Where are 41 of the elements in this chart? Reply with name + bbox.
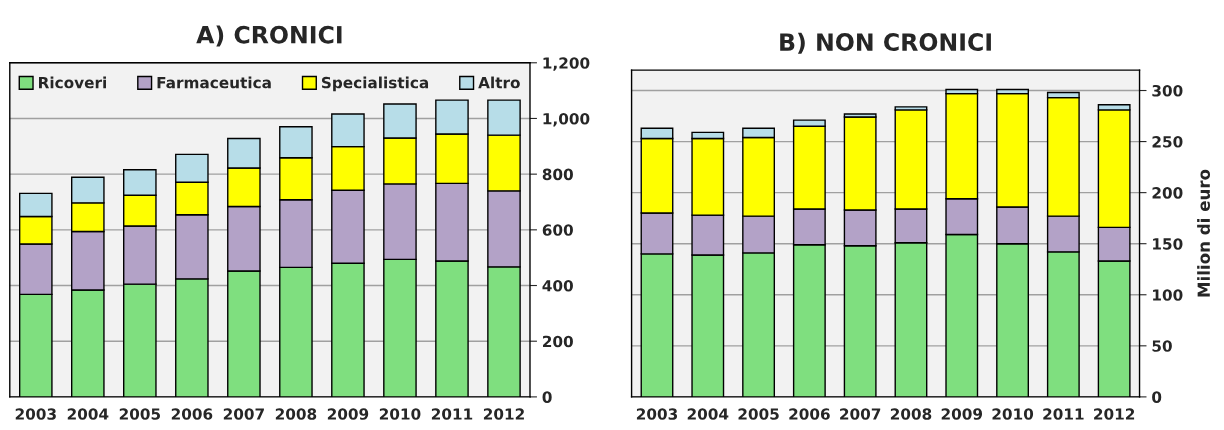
x-tick-label: 2004 (67, 408, 109, 420)
x-tick-label: 2003 (636, 408, 678, 420)
y-tick-label: 400 (542, 279, 573, 292)
y-tick-label: 1,200 (543, 57, 590, 71)
y-tick-label: 1,000 (543, 112, 590, 127)
y-tick-label: 0 (1152, 391, 1162, 403)
y-axis-title: Milion di euro (1197, 169, 1211, 297)
y-tick-label: 150 (1153, 238, 1183, 250)
x-tick-label: 2008 (275, 408, 317, 420)
x-tick-label: 2005 (119, 408, 161, 420)
x-tick-label: 2010 (992, 408, 1034, 420)
x-tick-label: 2012 (1094, 408, 1135, 420)
x-tick-label: 2009 (327, 408, 369, 420)
legend-label: Ricoveri (39, 76, 106, 89)
y-tick-label: 250 (1152, 136, 1183, 148)
y-tick-label: 50 (1152, 340, 1172, 352)
x-tick-label: 2011 (431, 408, 473, 420)
y-tick-label: 300 (1152, 84, 1183, 97)
chart-title: A) CRONICI (196, 25, 342, 47)
x-tick-label: 2007 (840, 408, 881, 420)
y-tick-label: 600 (542, 224, 573, 236)
legend-label: Specialistica (321, 76, 429, 92)
x-tick-label: 2003 (15, 408, 56, 420)
x-tick-label: 2004 (687, 408, 729, 420)
y-tick-label: 0 (542, 391, 552, 403)
x-tick-label: 2012 (483, 408, 524, 420)
x-tick-label: 2005 (738, 408, 779, 420)
x-tick-label: 2007 (223, 408, 264, 420)
chart-title: B) NON CRONICI (780, 32, 991, 54)
x-tick-label: 2006 (789, 408, 830, 420)
y-tick-label: 200 (1152, 187, 1183, 199)
x-tick-label: 2006 (171, 408, 213, 420)
legend-label: Altro (478, 76, 520, 89)
x-tick-label: 2011 (1043, 408, 1084, 420)
x-tick-label: 2008 (890, 408, 932, 420)
x-tick-label: 2009 (941, 408, 983, 420)
y-tick-label: 200 (543, 335, 573, 348)
x-tick-label: 2010 (379, 408, 421, 420)
y-tick-label: 800 (542, 168, 573, 181)
legend-label: Farmaceutica (157, 76, 271, 89)
y-tick-label: 100 (1153, 289, 1183, 301)
